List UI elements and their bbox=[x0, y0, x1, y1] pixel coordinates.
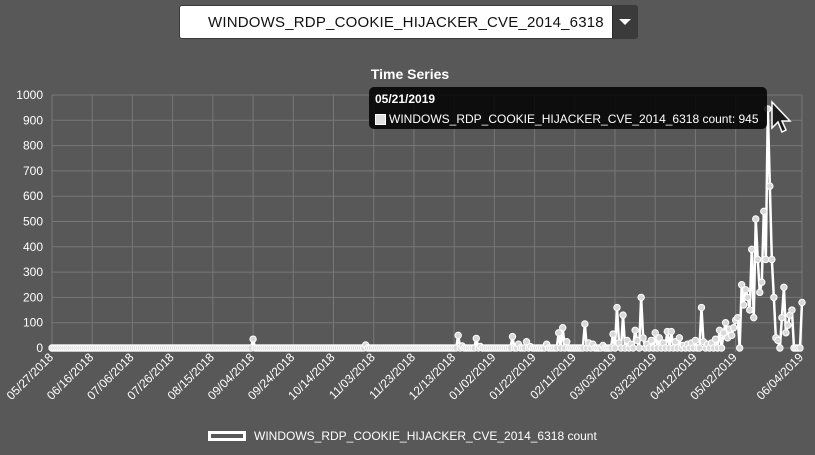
data-point[interactable] bbox=[249, 335, 257, 343]
data-point[interactable] bbox=[639, 334, 647, 342]
data-point[interactable] bbox=[754, 255, 762, 264]
data-point[interactable] bbox=[655, 334, 663, 342]
y-tick-label: 300 bbox=[23, 265, 43, 279]
data-point[interactable] bbox=[619, 311, 627, 319]
data-point[interactable] bbox=[555, 329, 563, 337]
y-tick-label: 700 bbox=[23, 164, 43, 178]
data-point[interactable] bbox=[760, 207, 768, 216]
series-dropdown[interactable]: WINDOWS_RDP_COOKIE_HIJACKER_CVE_2014_631… bbox=[179, 5, 638, 39]
data-point[interactable] bbox=[748, 245, 756, 254]
data-point[interactable] bbox=[780, 283, 788, 291]
data-point[interactable] bbox=[631, 326, 639, 334]
y-tick-label: 500 bbox=[23, 215, 43, 229]
data-point[interactable] bbox=[581, 320, 589, 328]
data-point[interactable] bbox=[719, 329, 728, 337]
data-point[interactable] bbox=[737, 281, 746, 289]
y-axis: 0 100 200 300 400 500 600 700 800 900 1000 bbox=[16, 88, 43, 355]
data-point[interactable] bbox=[746, 306, 754, 314]
x-tick-label: 06/04/2019 bbox=[754, 350, 807, 403]
data-point[interactable] bbox=[729, 324, 738, 332]
chart-title: Time Series bbox=[371, 66, 450, 82]
data-point[interactable] bbox=[788, 306, 796, 314]
data-point[interactable] bbox=[613, 303, 621, 312]
data-point[interactable] bbox=[651, 329, 659, 337]
data-point[interactable] bbox=[675, 334, 684, 342]
data-point[interactable] bbox=[796, 344, 804, 352]
data-point[interactable] bbox=[752, 215, 760, 223]
data-point[interactable] bbox=[742, 286, 750, 294]
data-point[interactable] bbox=[776, 344, 784, 352]
data-point[interactable] bbox=[667, 327, 675, 336]
data-point[interactable] bbox=[750, 313, 758, 322]
y-tick-label: 0 bbox=[36, 341, 43, 355]
data-point[interactable] bbox=[727, 331, 736, 340]
chart-tooltip: 05/21/2019 WINDOWS_RDP_COOKIE_HIJACKER_C… bbox=[369, 87, 767, 129]
data-point[interactable] bbox=[633, 336, 641, 345]
data-point[interactable] bbox=[770, 293, 778, 302]
data-point[interactable] bbox=[735, 344, 744, 352]
y-tick-label: 200 bbox=[23, 290, 43, 304]
chart-legend[interactable]: WINDOWS_RDP_COOKIE_HIJACKER_CVE_2014_631… bbox=[208, 429, 597, 443]
data-point[interactable] bbox=[766, 182, 774, 190]
y-tick-label: 1000 bbox=[16, 88, 43, 102]
data-point[interactable] bbox=[756, 288, 764, 297]
tooltip-separator: : bbox=[731, 112, 739, 126]
data-point[interactable] bbox=[744, 293, 752, 302]
y-tick-label: 600 bbox=[23, 189, 43, 203]
data-point[interactable] bbox=[782, 329, 790, 337]
chart-grid bbox=[51, 94, 803, 352]
data-point[interactable] bbox=[454, 331, 462, 340]
data-point[interactable] bbox=[762, 255, 770, 264]
data-point[interactable] bbox=[508, 332, 517, 341]
data-point[interactable] bbox=[695, 344, 704, 352]
data-point[interactable] bbox=[774, 336, 782, 345]
data-point[interactable] bbox=[717, 344, 726, 352]
series-line bbox=[52, 107, 804, 350]
y-tick-label: 800 bbox=[23, 139, 43, 153]
data-point[interactable] bbox=[563, 337, 571, 346]
data-point[interactable] bbox=[798, 298, 806, 307]
tooltip-value: 945 bbox=[738, 112, 759, 126]
y-tick-label: 400 bbox=[23, 240, 43, 254]
data-point[interactable] bbox=[778, 313, 786, 322]
data-point[interactable] bbox=[739, 301, 748, 309]
y-tick-label: 900 bbox=[23, 113, 43, 127]
tooltip-color-swatch bbox=[375, 113, 386, 125]
legend-swatch bbox=[208, 431, 246, 441]
series-layer bbox=[48, 105, 806, 352]
data-point[interactable] bbox=[635, 344, 643, 352]
chevron-down-icon[interactable] bbox=[612, 6, 637, 38]
tooltip-line: WINDOWS_RDP_COOKIE_HIJACKER_CVE_2014_631… bbox=[375, 112, 761, 126]
data-point[interactable] bbox=[768, 255, 776, 264]
data-point[interactable] bbox=[629, 344, 637, 352]
data-point[interactable] bbox=[733, 313, 742, 322]
data-point[interactable] bbox=[784, 321, 792, 329]
data-point[interactable] bbox=[472, 334, 480, 343]
tooltip-series-name: WINDOWS_RDP_COOKIE_HIJACKER_CVE_2014_631… bbox=[389, 112, 732, 126]
data-point[interactable] bbox=[647, 336, 655, 345]
data-point[interactable] bbox=[697, 303, 706, 312]
data-point[interactable] bbox=[691, 336, 700, 345]
legend-label: WINDOWS_RDP_COOKIE_HIJACKER_CVE_2014_631… bbox=[254, 429, 597, 443]
data-point[interactable] bbox=[637, 293, 645, 302]
data-point[interactable] bbox=[711, 335, 720, 343]
x-axis: 05/27/201806/16/201807/06/201807/26/2018… bbox=[4, 350, 807, 403]
y-tick-label: 100 bbox=[23, 316, 43, 330]
data-point[interactable] bbox=[522, 337, 531, 346]
data-point[interactable] bbox=[758, 278, 766, 286]
data-point[interactable] bbox=[559, 324, 567, 332]
data-point[interactable] bbox=[721, 319, 730, 327]
data-point[interactable] bbox=[609, 330, 617, 338]
dropdown-selected-value: WINDOWS_RDP_COOKIE_HIJACKER_CVE_2014_631… bbox=[208, 14, 604, 31]
mouse-pointer-icon bbox=[771, 100, 792, 134]
tooltip-date: 05/21/2019 bbox=[375, 92, 436, 106]
